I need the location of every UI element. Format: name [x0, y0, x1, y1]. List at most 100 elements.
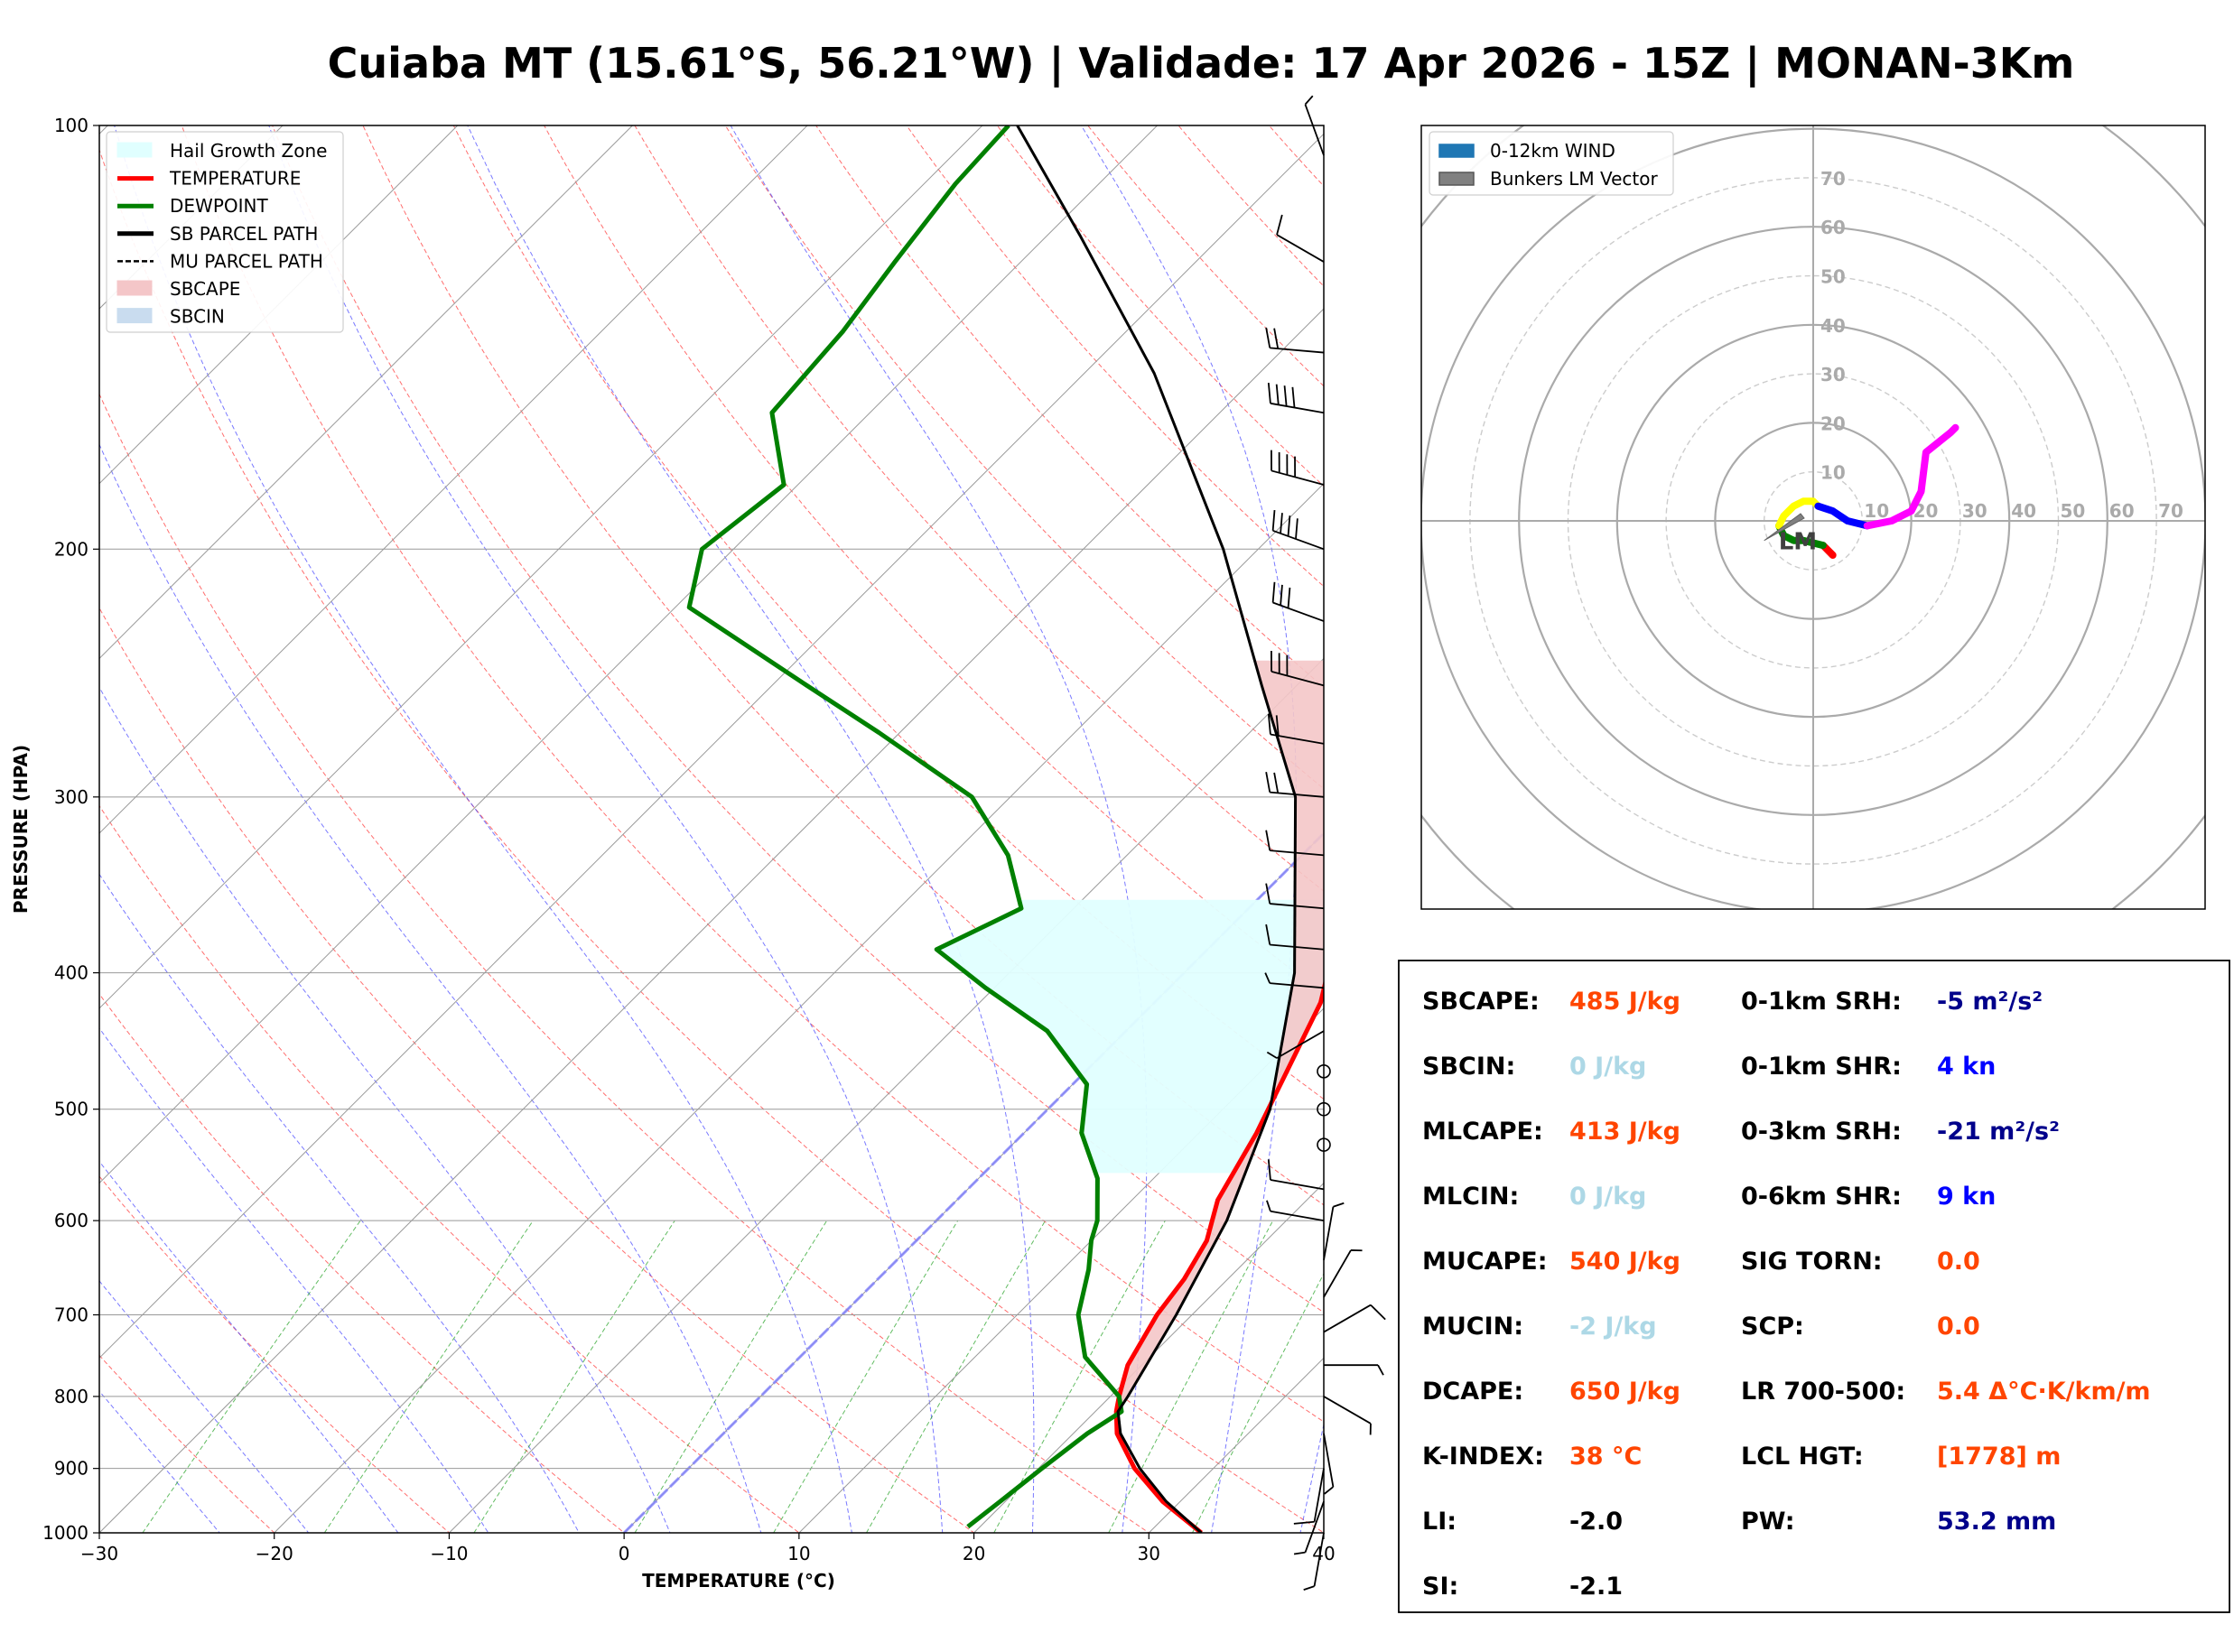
- wind-barb: [1293, 1468, 1325, 1525]
- wind-barb-flag: [1304, 95, 1314, 106]
- isotherm-line: [99, 125, 983, 1009]
- wind-barb-shaft: [1323, 1433, 1335, 1488]
- index-name: 0-6km SHR:: [1741, 1183, 1902, 1211]
- hodo-u-ring-label: 10: [1864, 500, 1889, 522]
- wind-barb-flag: [1267, 383, 1271, 404]
- dry-adiabat-line: [452, 125, 1324, 1100]
- wind-barb: [1323, 1304, 1386, 1333]
- x-tick-label: 20: [963, 1543, 985, 1564]
- skewt-legend-box: [106, 131, 344, 333]
- wind-barb-flag: [1265, 883, 1271, 905]
- profile-temperature: [1113, 979, 1324, 1533]
- indices-box: [1398, 960, 2230, 1613]
- wind-barb-flag: [1273, 328, 1280, 349]
- y-tick-label: 200: [54, 538, 88, 560]
- moist-adiabat-line: [99, 1390, 220, 1533]
- wind-barb: [1267, 713, 1325, 745]
- legend-label: MU PARCEL PATH: [170, 250, 323, 272]
- profile-dewpoint: [686, 125, 1124, 1529]
- wind-barb-flag: [1271, 509, 1276, 531]
- hodo-v-ring-label: 40: [1820, 315, 1846, 337]
- wind-barb-flag: [1264, 972, 1271, 984]
- wind-barb-flag: [1370, 1304, 1386, 1321]
- index-value: 0.0: [1937, 1248, 1980, 1276]
- mixing-ratio-line: [866, 1220, 1047, 1533]
- index-name: SI:: [1422, 1573, 1458, 1601]
- mixing-ratio-line: [993, 1220, 1166, 1533]
- index-name: SBCIN:: [1422, 1053, 1515, 1081]
- wind-barb: [1323, 1433, 1335, 1495]
- moist-adiabat-line: [99, 443, 762, 1533]
- legend-label: DEWPOINT: [170, 195, 268, 217]
- hodo-legend: 0-12km WIND Bunkers LM Vector: [1429, 131, 1674, 196]
- dry-adiabat-line: [815, 125, 1324, 689]
- x-tick-label: −10: [430, 1543, 468, 1564]
- index-value: 0.0: [1937, 1313, 1980, 1341]
- wind-barb-shaft: [1304, 1500, 1325, 1553]
- wind-barb-flag: [1287, 587, 1291, 608]
- x-tick-label: −20: [256, 1543, 293, 1564]
- wind-barb-shaft: [1270, 982, 1325, 989]
- wind-barb-shaft: [1270, 1179, 1325, 1191]
- isotherm-line: [449, 657, 1324, 1533]
- wind-barb-flag: [1293, 1551, 1306, 1555]
- y-tick-label: 700: [54, 1304, 88, 1326]
- x-tick-label: −30: [80, 1543, 118, 1564]
- legend-swatch: [116, 280, 153, 296]
- wind-barb-flag: [1280, 584, 1283, 606]
- hail-growth-zone-fill: [936, 899, 1324, 1174]
- indices-panel: SBCAPE: 485 J/kg SBCIN: 0 J/kg MLCAPE: 413 J/…: [1398, 960, 2230, 1613]
- hodo-solid-ring: [1224, 0, 2234, 1109]
- hodo-wind-segment: [1814, 502, 1871, 530]
- wind-barb: [1264, 972, 1325, 989]
- index-name: MUCAPE:: [1422, 1248, 1548, 1276]
- isotherm-line: [798, 1007, 1324, 1533]
- dry-adiabat-line: [272, 125, 1324, 1313]
- wind-barb: [1323, 1249, 1363, 1298]
- index-name: MLCAPE:: [1422, 1118, 1543, 1146]
- index-name: SIG TORN:: [1741, 1248, 1883, 1276]
- index-value: 53.2 mm: [1937, 1508, 2056, 1536]
- dry-adiabat-line: [634, 125, 1324, 892]
- isotherm-line: [99, 125, 633, 660]
- y-tick-label: 300: [54, 786, 88, 808]
- wind-barb: [1303, 1532, 1325, 1591]
- hodo-v-ring-label: 60: [1820, 217, 1846, 238]
- mixing-ratio-line: [473, 1220, 675, 1533]
- wind-barb: [1266, 1200, 1325, 1222]
- wind-barb-shaft: [1304, 104, 1325, 156]
- wind-barb-calm: [1317, 1137, 1331, 1152]
- x-tick-label: 30: [1138, 1543, 1160, 1564]
- mixing-ratio-line: [773, 1220, 959, 1533]
- wind-barb-flag: [1280, 513, 1283, 534]
- hodo-u-ring-label: 70: [2158, 500, 2183, 522]
- index-value: 0 J/kg: [1569, 1053, 1646, 1081]
- mixing-ratio-line: [634, 1220, 828, 1533]
- wind-barb: [1293, 1500, 1325, 1555]
- wind-barb-shaft: [1323, 1206, 1335, 1260]
- index-value: [1778] m: [1937, 1443, 2061, 1471]
- isotherm-line: [274, 482, 1324, 1533]
- dry-adiabat-line: [99, 607, 975, 1533]
- wind-barb-flag: [1275, 384, 1280, 405]
- index-value: 0 J/kg: [1569, 1183, 1646, 1211]
- wind-barb-flag: [1267, 1159, 1271, 1181]
- legend-swatch: [116, 308, 153, 324]
- wind-barb: [1267, 1159, 1325, 1191]
- wind-barb-shaft: [1270, 849, 1325, 857]
- y-tick-label: 1000: [42, 1522, 88, 1544]
- legend-label: SB PARCEL PATH: [170, 223, 318, 245]
- wind-barb-flag: [1295, 518, 1299, 540]
- moist-adiabat-line: [114, 125, 852, 1533]
- x-tick-label: 10: [787, 1543, 810, 1564]
- wind-barb: [1266, 1030, 1325, 1059]
- legend-label: SBCAPE: [170, 278, 240, 300]
- dry-adiabat-line: [181, 125, 1324, 1423]
- wind-barb-shaft: [1270, 943, 1325, 951]
- isotherm-line: [99, 308, 1324, 1533]
- figure-title: Cuiaba MT (15.61°S, 56.21°W) | Validade:…: [328, 39, 2075, 88]
- mixing-ratio-line: [1108, 1220, 1274, 1533]
- dry-adiabat-line: [906, 125, 1324, 588]
